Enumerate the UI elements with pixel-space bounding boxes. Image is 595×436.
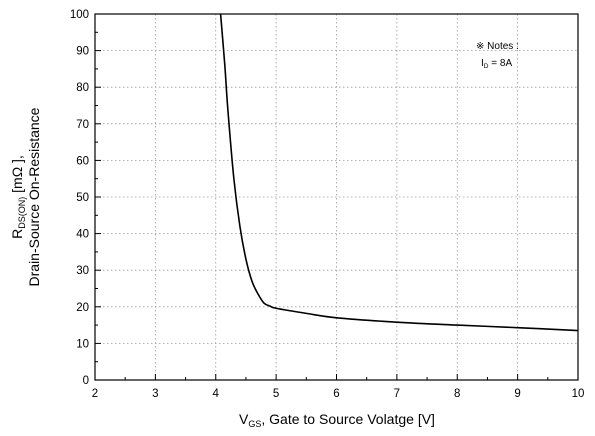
y-tick-label: 10 (76, 338, 89, 350)
notes-title: ※ Notes : (476, 41, 519, 52)
x-tick-label: 2 (92, 388, 98, 400)
x-tick-label: 6 (333, 388, 339, 400)
x-tick-label: 4 (213, 388, 220, 400)
notes-box: ※ Notes : ID = 8A (476, 41, 519, 70)
x-tick-label: 8 (454, 388, 460, 400)
x-axis-label-sub: GS (248, 419, 261, 429)
notes-condition-main: I (481, 58, 484, 69)
y-axis-label-line2: Drain-Source On-Resistance (26, 107, 42, 286)
y-axis-label-group: RDS(ON) [mΩ ], Drain-Source On-Resistanc… (9, 107, 42, 286)
notes-condition-sub: D (484, 63, 489, 70)
y-axis-label: RDS(ON) [mΩ ], (9, 155, 27, 239)
notes-condition-rest: = 8A (488, 58, 512, 69)
x-tick-label: 5 (273, 388, 279, 400)
x-tick-label: 10 (572, 388, 585, 400)
y-tick-label: 60 (76, 155, 89, 167)
y-tick-label: 90 (76, 46, 89, 58)
x-tick-label: 3 (152, 388, 158, 400)
plot-frame (94, 13, 579, 381)
y-axis-label-sub: DS(ON) (17, 197, 27, 229)
y-axis-label-main: R (9, 229, 25, 239)
x-tick-label: 7 (394, 388, 400, 400)
y-tick-labels: 0 10 20 30 40 50 60 70 80 90 100 (70, 9, 89, 387)
series-line-rdson (219, 13, 579, 332)
y-tick-label: 20 (76, 302, 89, 314)
x-tick-labels: 2 3 4 5 6 7 8 9 10 (92, 388, 585, 400)
y-tick-label: 40 (76, 229, 89, 241)
y-tick-label: 0 (83, 375, 89, 387)
y-tick-label: 80 (76, 82, 89, 94)
x-axis-label-main: V (239, 411, 249, 427)
y-axis-label-rest: [mΩ ], (9, 155, 25, 197)
y-tick-label: 100 (70, 9, 89, 21)
notes-condition: ID = 8A (481, 58, 512, 70)
y-tick-label: 30 (76, 265, 89, 277)
x-axis-label-rest: , Gate to Source Volatge [V] (261, 411, 435, 427)
x-tick-label: 9 (514, 388, 520, 400)
x-axis-label: VGS, Gate to Source Volatge [V] (239, 411, 435, 429)
grid-lines (95, 14, 578, 380)
y-tick-label: 50 (76, 192, 89, 204)
y-tick-label: 70 (76, 119, 89, 131)
